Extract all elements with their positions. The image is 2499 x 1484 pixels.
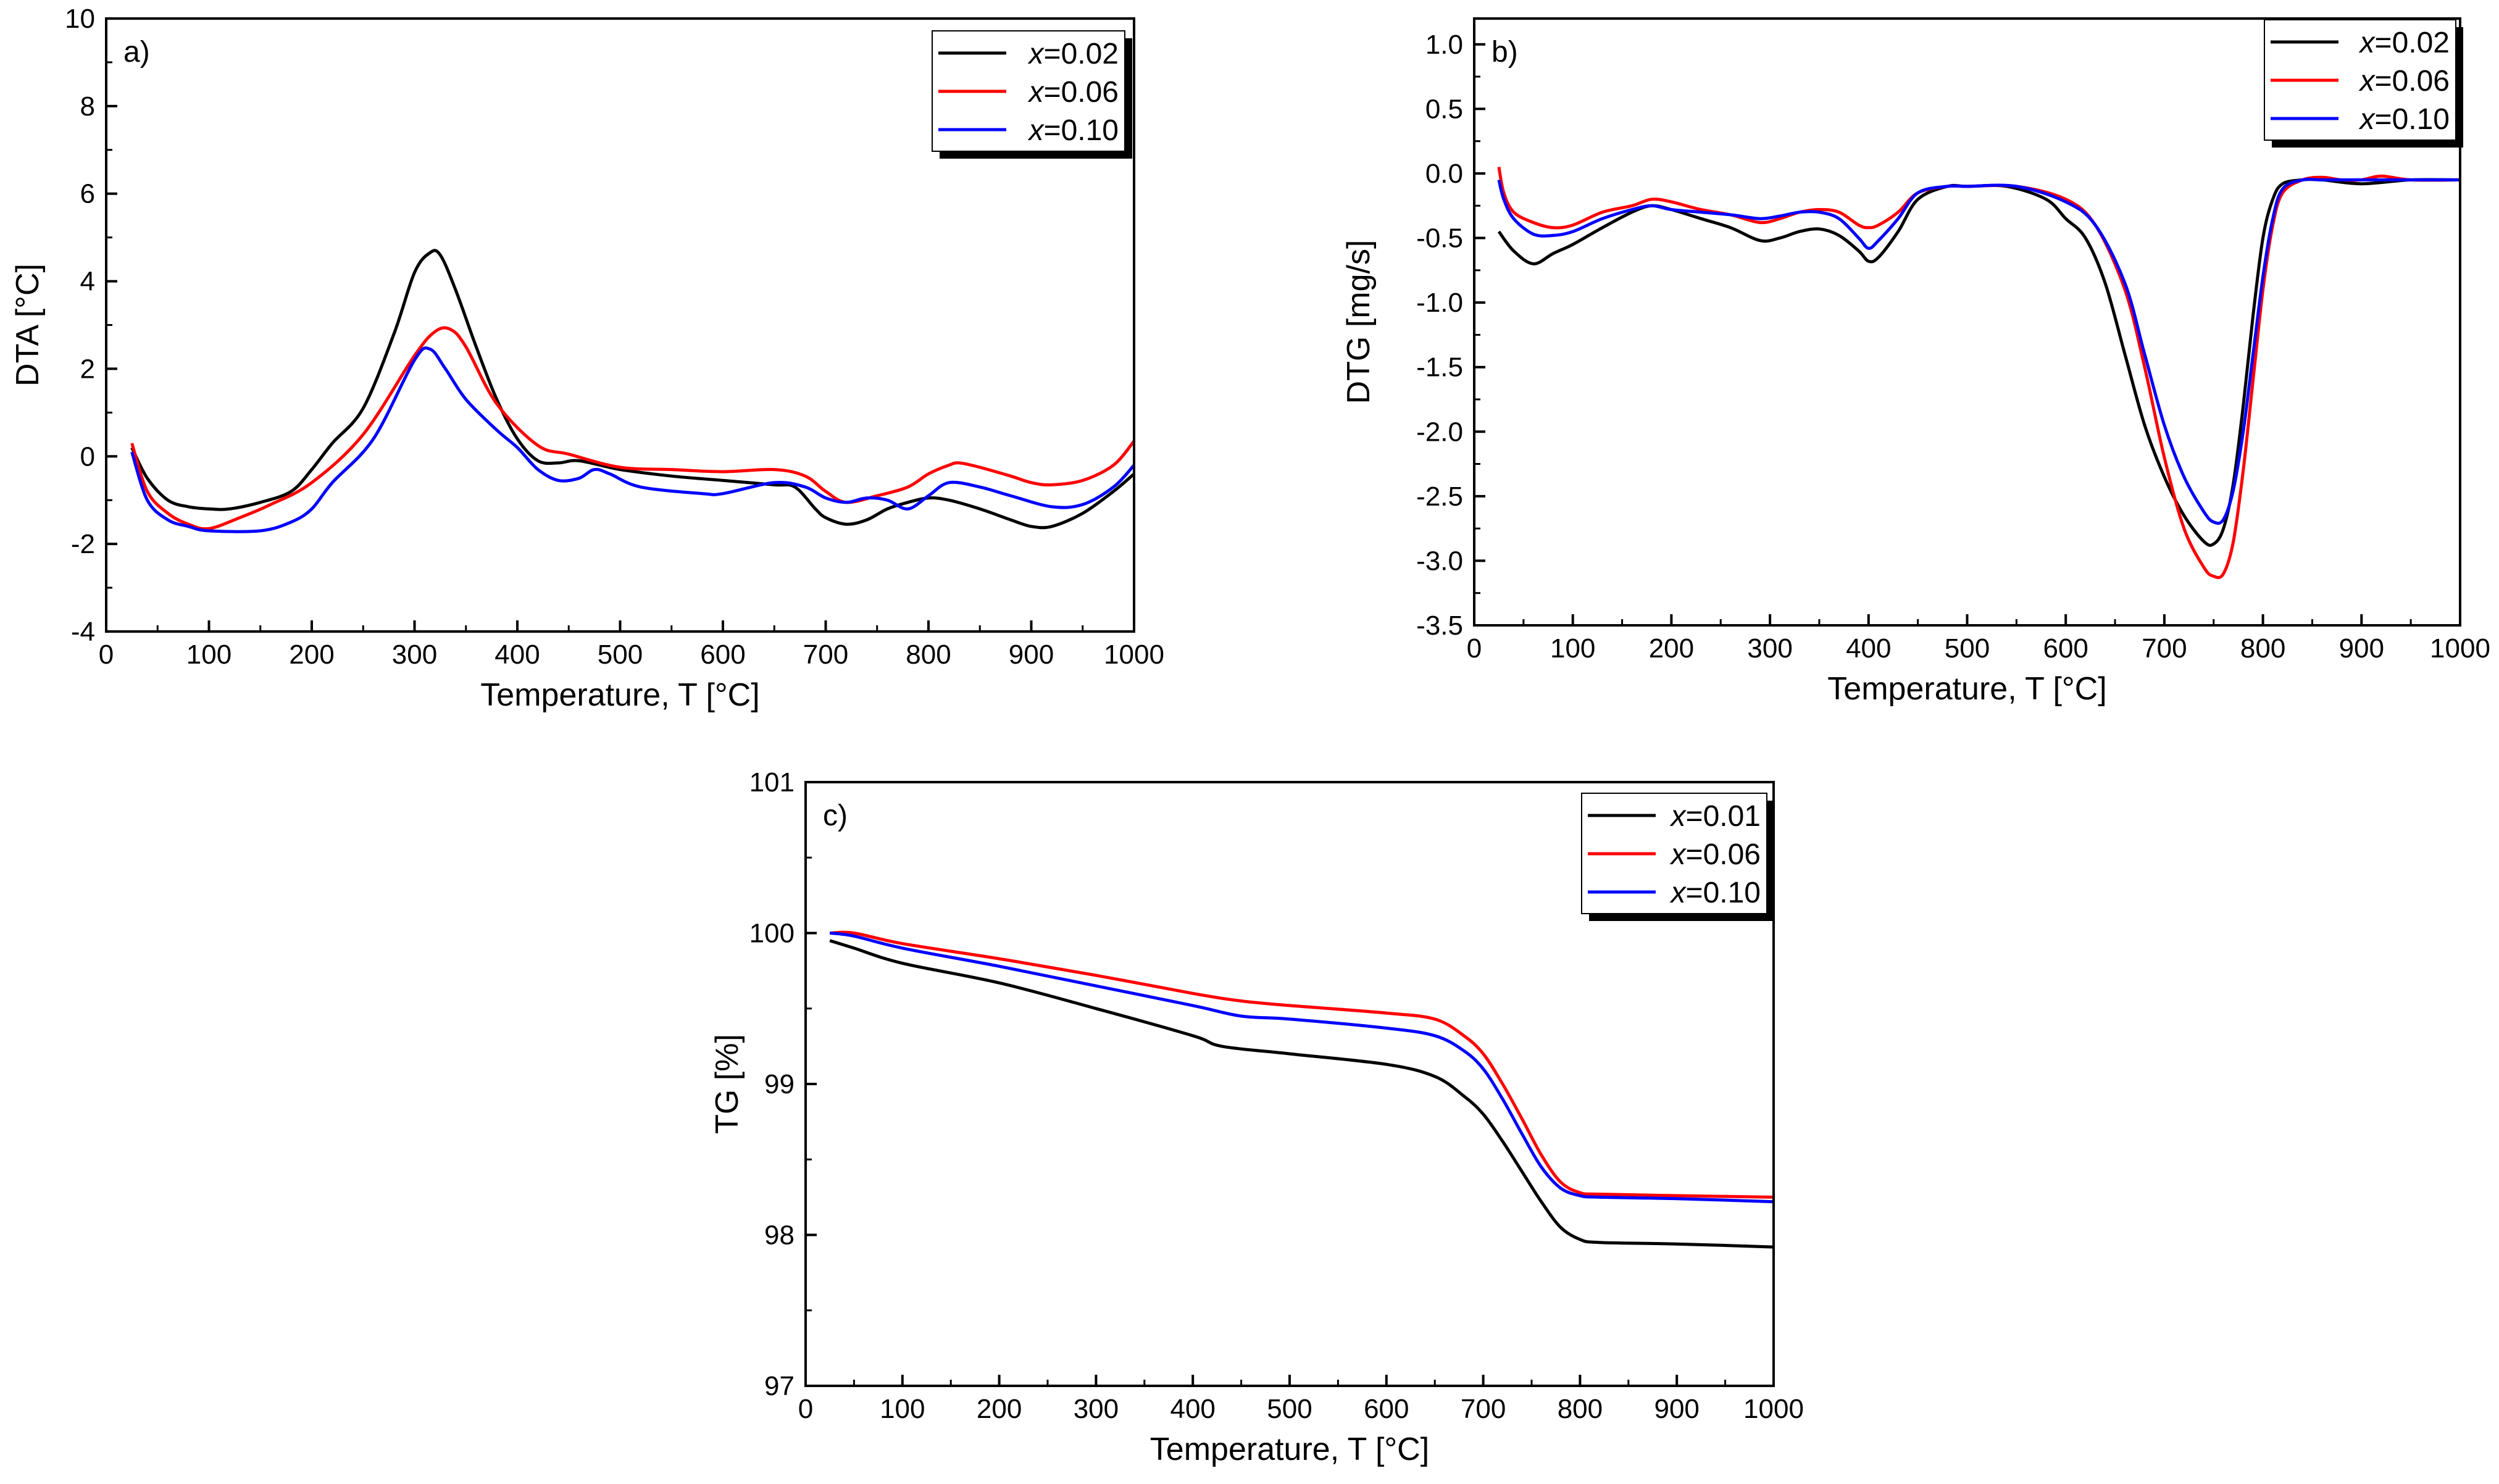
chart-panel-b: 0 100 200 300 400 500 600 700 800 900 1000 -3.5 -3.0…: [1341, 17, 2490, 707]
x-tick-label: 1000: [2430, 633, 2490, 664]
x-tick-label: 800: [906, 640, 951, 670]
legend-label: x=0.06: [1028, 76, 1119, 109]
x-tick-label: 200: [977, 1394, 1022, 1424]
y-tick-label: 1.0: [1425, 30, 1463, 60]
panel-label: b): [1491, 36, 1518, 69]
series-lines: [829, 930, 1774, 1249]
x-tick-label: 900: [2339, 633, 2384, 664]
y-tick-label: -1.0: [1416, 288, 1463, 318]
x-tick-label: 1000: [1104, 640, 1164, 670]
y-tick-label: -3.0: [1416, 546, 1463, 576]
series-line-1: [830, 930, 1774, 1199]
series-line-2: [130, 346, 1134, 533]
y-tick-label: -2.0: [1416, 417, 1463, 447]
y-tick-label: 0.0: [1425, 159, 1463, 189]
x-tick-label: 100: [186, 640, 232, 670]
x-tick-label: 800: [1558, 1394, 1603, 1424]
y-tick-label: -3.5: [1416, 611, 1463, 641]
y-tick-label: 100: [749, 919, 795, 949]
series-line-0: [829, 939, 1774, 1249]
y-tick-label: 97: [764, 1371, 795, 1401]
legend-label: x=0.10: [1670, 877, 1761, 909]
y-tick-label: 0.5: [1425, 94, 1463, 124]
x-axis-title: Temperature, T [°C]: [1827, 671, 2106, 707]
panel-label: c): [823, 799, 848, 832]
series-line-1: [130, 326, 1134, 531]
y-tick-label: -2.5: [1416, 481, 1463, 512]
x-tick-label: 600: [700, 640, 745, 670]
series-line-1: [1497, 167, 2460, 580]
y-axis-title: DTG [mg/s]: [1341, 240, 1377, 404]
y-axis-title: TG [%]: [709, 1034, 745, 1134]
y-tick-label: -0.5: [1416, 223, 1463, 254]
x-tick-label: 300: [392, 640, 437, 670]
x-tick-label: 700: [803, 640, 848, 670]
x-tick-label: 500: [598, 640, 643, 670]
x-tick-label: 400: [1170, 1394, 1215, 1424]
x-tick-label: 400: [1846, 633, 1891, 664]
series-lines: [130, 249, 1134, 533]
y-tick-label: 2: [80, 354, 95, 384]
x-tick-label: 800: [2240, 633, 2285, 664]
x-tick-label: 0: [798, 1394, 813, 1424]
y-tick-label: 98: [764, 1220, 795, 1251]
x-tick-label: 200: [289, 640, 334, 670]
legend-label: x=0.10: [2359, 103, 2450, 136]
x-tick-label: 700: [1461, 1394, 1506, 1424]
y-tick-label: -1.5: [1416, 352, 1463, 383]
x-tick-label: 500: [1267, 1394, 1312, 1424]
chart-panel-c: 0 100 200 300 400 500 600 700 800 900 1000 97 98 99 10…: [709, 767, 1804, 1467]
y-tick-label: 6: [80, 179, 95, 209]
legend-label: x=0.10: [1028, 114, 1119, 147]
x-tick-label: 1000: [1743, 1394, 1804, 1424]
chart-panel-a: 0 100 200 300 400 500 600 700 800 900 1000 -4 -2 0 2 4 6…: [10, 4, 1164, 713]
legend-label: x=0.01: [1670, 800, 1761, 833]
x-axis-title: Temperature, T [°C]: [480, 677, 759, 713]
series-line-2: [1497, 177, 2460, 525]
y-tick-label: 8: [80, 91, 95, 122]
series-line-0: [130, 249, 1134, 530]
y-tick-label: 99: [764, 1069, 795, 1099]
x-tick-label: 400: [494, 640, 540, 670]
x-tick-label: 100: [1550, 633, 1595, 664]
x-tick-label: 700: [2142, 633, 2187, 664]
x-tick-label: 200: [1649, 633, 1694, 664]
x-tick-label: 100: [880, 1394, 925, 1424]
y-tick-label: 4: [80, 267, 95, 297]
y-tick-label: -2: [71, 529, 95, 559]
panel-label: a): [123, 36, 150, 69]
legend-label: x=0.06: [2359, 65, 2450, 98]
y-tick-label: 101: [749, 767, 795, 798]
legend-label: x=0.06: [1670, 838, 1761, 871]
x-tick-label: 0: [99, 640, 114, 670]
legend-label: x=0.02: [2359, 27, 2450, 59]
x-tick-label: 600: [1364, 1394, 1409, 1424]
x-tick-label: 300: [1074, 1394, 1119, 1424]
x-tick-label: 300: [1747, 633, 1792, 664]
y-tick-label: 10: [65, 4, 95, 34]
y-axis-title: DTA [°C]: [10, 264, 46, 386]
x-tick-label: 500: [1945, 633, 1990, 664]
series-lines: [1497, 167, 2460, 580]
legend-label: x=0.02: [1028, 38, 1119, 70]
x-axis-title: Temperature, T [°C]: [1150, 1432, 1429, 1467]
y-tick-label: 0: [80, 441, 95, 472]
x-tick-label: 900: [1654, 1394, 1699, 1424]
series-line-2: [829, 932, 1774, 1204]
x-tick-label: 900: [1009, 640, 1054, 670]
y-tick-label: -4: [71, 617, 95, 647]
series-line-0: [1497, 178, 2460, 547]
x-tick-label: 0: [1467, 633, 1482, 664]
x-tick-label: 600: [2043, 633, 2088, 664]
